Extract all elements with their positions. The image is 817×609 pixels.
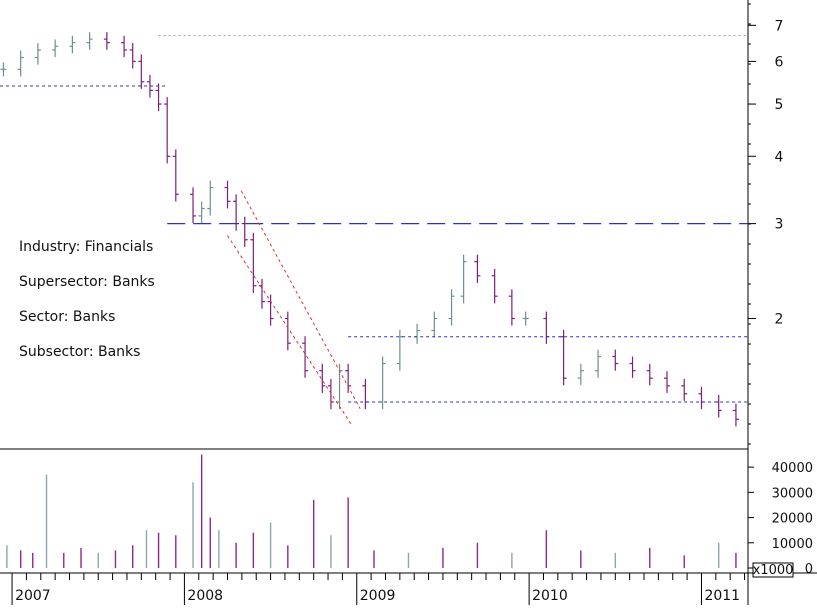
- annotation-industry: Industry: Financials: [19, 239, 154, 255]
- date-tick-label: 2008: [187, 588, 223, 604]
- volume-tick-label: 0: [805, 562, 813, 577]
- volume-tick-label: 20000: [772, 512, 813, 527]
- trend-channel-lower: [227, 235, 353, 426]
- unit-label-box: [752, 562, 794, 578]
- volume-tick-label: 40000: [772, 461, 813, 476]
- price-tick-label: 2: [775, 311, 784, 327]
- annotation-supersector: Supersector: Banks: [19, 274, 155, 290]
- volume-series: [6, 454, 737, 568]
- annotation-sector: Sector: Banks: [19, 309, 116, 325]
- trend-channel-upper: [240, 190, 361, 409]
- annotation-subsector: Subsector: Banks: [19, 344, 141, 360]
- price-tick-label: 3: [775, 217, 784, 233]
- price-tick-label: 4: [775, 149, 784, 165]
- axis-labels: 7 6 5 4 3 2 40000 30000 20000 10000 0 x1000 2007 2008…: [15, 18, 813, 604]
- volume-tick-label: 10000: [772, 537, 813, 552]
- price-tick-label: 6: [775, 54, 784, 70]
- date-tick-label: 2010: [532, 588, 568, 604]
- volume-unit-label: x1000: [753, 563, 794, 578]
- price-series: [0, 32, 739, 427]
- date-tick-label: 2007: [15, 588, 51, 604]
- date-tick-label: 2009: [360, 588, 396, 604]
- reference-lines: [0, 35, 748, 426]
- date-tick-label: 2011: [704, 588, 740, 604]
- volume-tick-label: 30000: [772, 486, 813, 501]
- price-tick-label: 7: [775, 18, 784, 34]
- price-tick-label: 5: [775, 97, 784, 113]
